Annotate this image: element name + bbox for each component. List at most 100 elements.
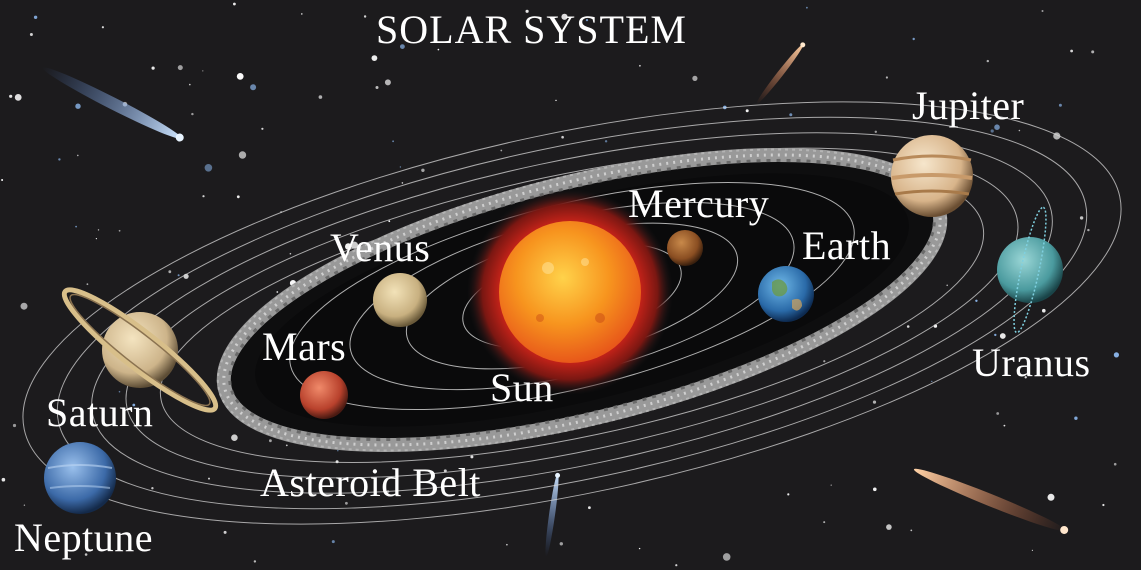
star xyxy=(1113,352,1119,358)
earth-label: Earth xyxy=(802,223,892,268)
jupiter-planet xyxy=(891,135,973,217)
star xyxy=(421,168,425,172)
star xyxy=(561,13,568,20)
jupiter-label: Jupiter xyxy=(912,83,1025,128)
sun-core xyxy=(499,221,641,363)
star xyxy=(233,2,236,6)
star xyxy=(151,487,154,490)
star xyxy=(975,299,978,302)
orbit-line xyxy=(56,116,1088,510)
star xyxy=(1102,503,1105,507)
star xyxy=(384,79,391,86)
star xyxy=(392,140,394,143)
star xyxy=(132,403,136,407)
star xyxy=(9,94,13,98)
star xyxy=(1,179,4,181)
star xyxy=(604,140,608,143)
star xyxy=(202,70,204,72)
star xyxy=(363,15,367,18)
star xyxy=(289,252,292,255)
star xyxy=(692,75,698,81)
star xyxy=(638,547,641,550)
star xyxy=(561,135,564,139)
star xyxy=(168,270,172,274)
star xyxy=(1018,129,1021,132)
star xyxy=(400,44,405,49)
star xyxy=(986,59,989,63)
star xyxy=(677,23,681,27)
star xyxy=(151,66,155,70)
star xyxy=(559,542,563,546)
star xyxy=(1087,228,1090,232)
star xyxy=(202,195,205,198)
star xyxy=(84,553,88,556)
star xyxy=(823,360,826,363)
star xyxy=(401,182,404,184)
star xyxy=(238,151,247,159)
star xyxy=(931,380,933,382)
star xyxy=(301,13,303,15)
star xyxy=(95,238,97,240)
star xyxy=(910,529,913,532)
star xyxy=(1058,103,1062,107)
star xyxy=(639,64,641,67)
star xyxy=(388,220,391,223)
star xyxy=(58,158,61,161)
star xyxy=(20,302,28,310)
comet-bottom-center xyxy=(545,472,561,557)
star xyxy=(204,164,213,172)
star xyxy=(1070,49,1073,53)
star xyxy=(873,487,877,492)
star xyxy=(823,521,826,524)
star xyxy=(994,124,1000,130)
star xyxy=(1074,416,1078,420)
star xyxy=(331,540,335,544)
saturn-rings xyxy=(61,287,219,413)
uranus-rings xyxy=(1013,206,1047,334)
star xyxy=(101,26,104,29)
star xyxy=(285,444,288,447)
star xyxy=(1091,50,1095,54)
comet-top-center xyxy=(756,42,806,105)
star xyxy=(236,195,240,199)
orbit-line xyxy=(125,147,1019,479)
earth-planet xyxy=(758,266,814,322)
star xyxy=(990,129,994,133)
star xyxy=(1041,10,1044,12)
mercury-planet xyxy=(667,230,703,266)
star xyxy=(23,504,26,506)
star xyxy=(443,469,447,473)
star xyxy=(1079,216,1084,220)
uranus-label: Uranus xyxy=(972,340,1091,385)
sun xyxy=(467,189,673,395)
star xyxy=(345,243,352,250)
star xyxy=(77,154,79,157)
star xyxy=(830,484,832,486)
star xyxy=(231,434,238,442)
mars-label: Mars xyxy=(262,324,347,369)
star xyxy=(996,412,1000,415)
star xyxy=(675,564,678,567)
star xyxy=(345,501,348,505)
star xyxy=(253,560,257,563)
star xyxy=(250,84,257,91)
star xyxy=(745,109,749,113)
star xyxy=(191,112,194,116)
star xyxy=(1047,493,1055,501)
star xyxy=(1031,549,1033,552)
star xyxy=(500,149,503,152)
star xyxy=(276,291,279,293)
star xyxy=(337,449,339,452)
star xyxy=(223,530,227,534)
uranus-planet xyxy=(997,206,1063,334)
star xyxy=(118,229,121,232)
neptune-label: Neptune xyxy=(14,515,154,560)
comet-bottom-right xyxy=(913,468,1069,534)
mars-planet xyxy=(300,371,348,419)
star xyxy=(75,103,81,109)
neptune-planet xyxy=(44,442,116,514)
star xyxy=(470,455,474,459)
star xyxy=(371,55,378,61)
star xyxy=(375,86,379,89)
